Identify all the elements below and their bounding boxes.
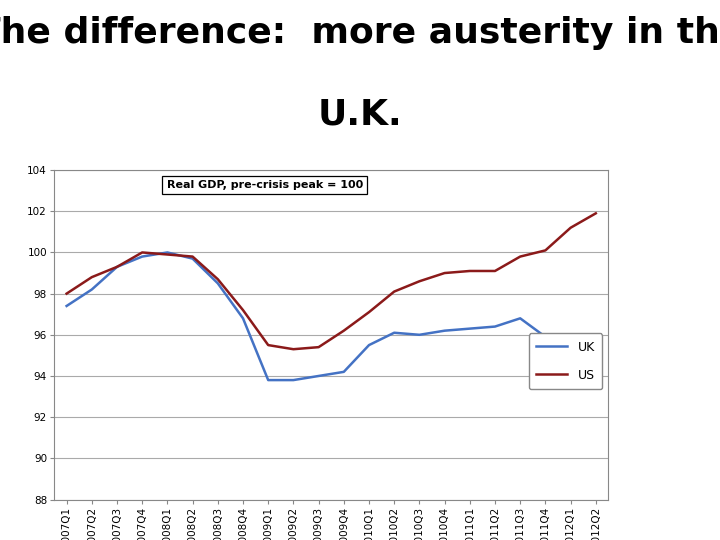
Text: Real GDP, pre-crisis peak = 100: Real GDP, pre-crisis peak = 100 [166,180,363,190]
UK [441,327,449,334]
US [163,251,171,258]
US [112,264,121,270]
US [390,288,398,295]
US [415,278,423,285]
UK [189,255,197,262]
Text: The difference:  more austerity in the: The difference: more austerity in the [0,16,720,50]
US [441,270,449,276]
UK [516,315,524,321]
UK [88,286,96,293]
US [491,268,500,274]
US [541,247,550,254]
Legend: UK, US: UK, US [528,333,602,389]
US [264,342,272,348]
UK [62,303,71,309]
UK [390,329,398,336]
US [88,274,96,280]
UK [213,280,222,287]
UK [340,369,348,375]
UK [415,332,423,338]
US [567,225,575,231]
UK [239,315,248,321]
UK [163,249,171,255]
US [315,344,323,350]
Line: UK: UK [66,252,596,380]
UK [491,323,500,330]
UK [138,253,147,260]
US [340,327,348,334]
UK [592,334,600,340]
US [62,291,71,297]
US [516,253,524,260]
US [213,276,222,282]
UK [289,377,298,383]
US [239,307,248,313]
US [465,268,474,274]
US [138,249,147,255]
Text: U.K.: U.K. [318,97,402,131]
UK [567,336,575,342]
UK [465,326,474,332]
UK [112,264,121,270]
US [289,346,298,353]
UK [365,342,374,348]
US [592,210,600,217]
UK [264,377,272,383]
UK [315,373,323,379]
US [365,309,374,315]
US [189,253,197,260]
UK [541,334,550,340]
Line: US: US [66,213,596,349]
